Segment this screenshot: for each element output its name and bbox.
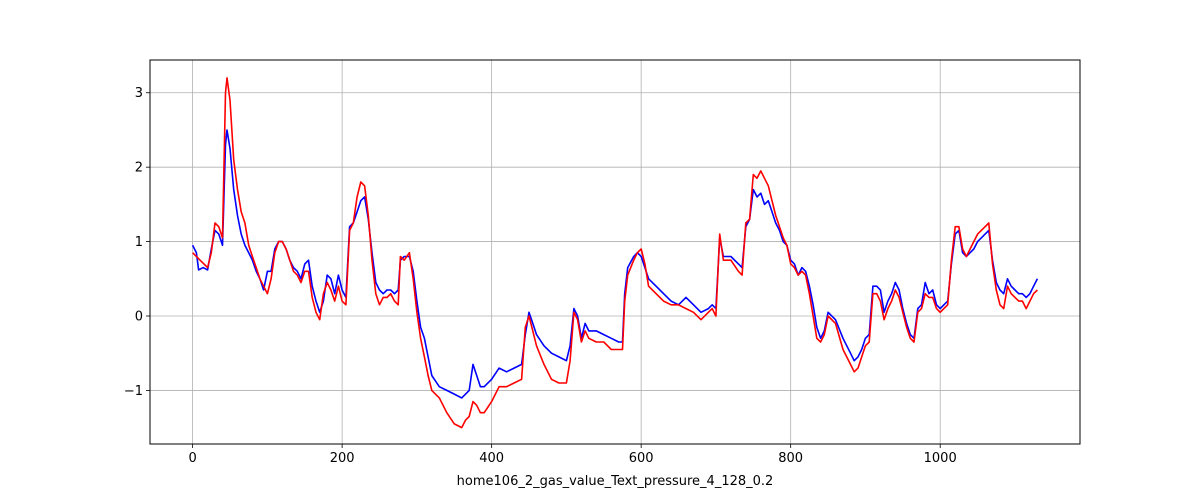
axis-ticks: 0 200 400 600 800 1000 −1 0 1 2 3 (124, 86, 957, 466)
y-tick-label: 3 (135, 86, 143, 101)
grid-lines (150, 60, 1080, 444)
x-tick-label: 600 (629, 451, 654, 466)
x-axis-label: home106_2_gas_value_Text_pressure_4_128_… (457, 474, 774, 489)
y-tick-label: 1 (135, 235, 143, 250)
series-line-red (192, 77, 1038, 429)
x-tick-label: 1000 (924, 451, 957, 466)
x-tick-label: 800 (778, 451, 803, 466)
x-tick-label: 400 (479, 451, 504, 466)
plot-frame (149, 59, 1081, 445)
series-layer (191, 77, 1039, 429)
x-tick-label: 0 (188, 451, 196, 466)
y-tick-label: 2 (135, 161, 143, 176)
x-tick-label: 200 (330, 451, 355, 466)
y-tick-label: −1 (124, 384, 143, 399)
y-tick-label: 0 (135, 310, 143, 325)
